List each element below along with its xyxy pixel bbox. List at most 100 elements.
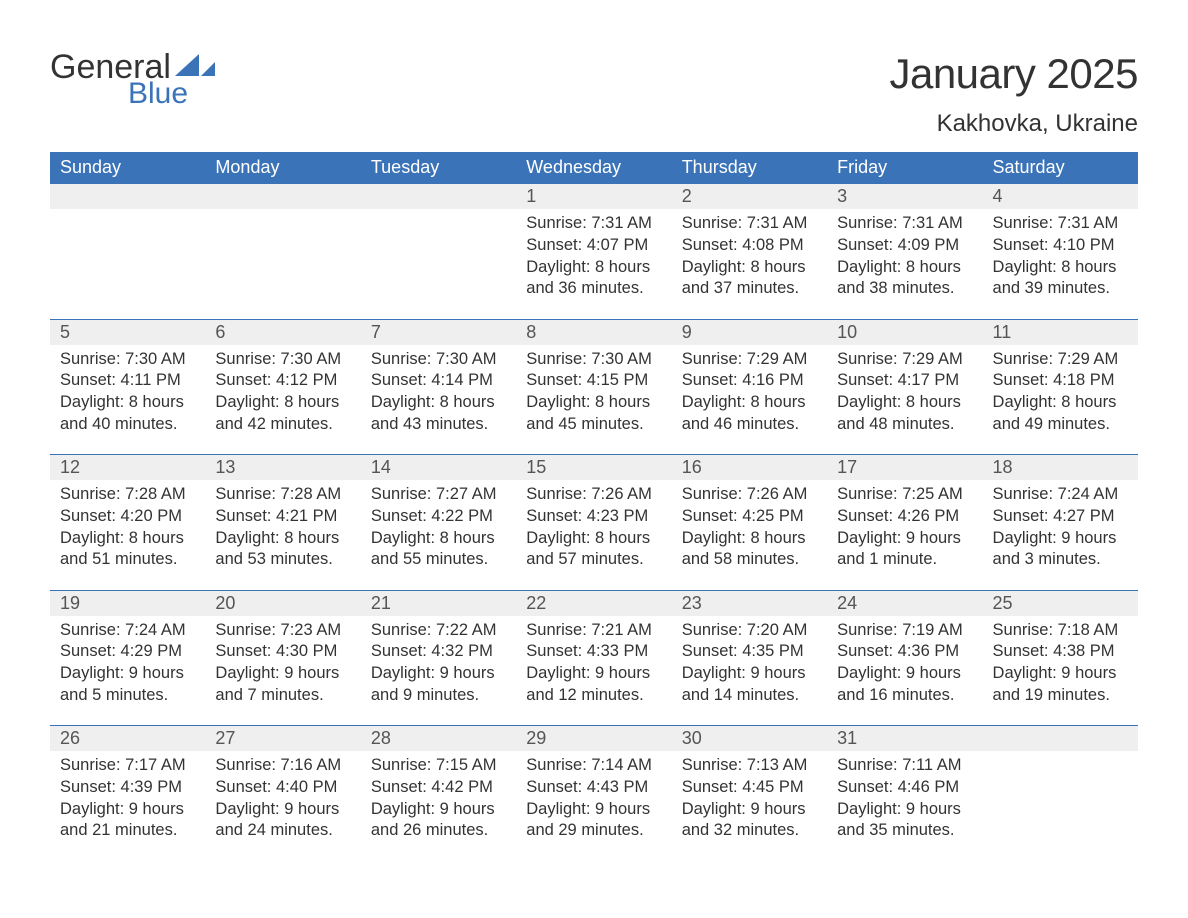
sunset-line: Sunset: 4:12 PM: [215, 370, 350, 392]
sunset-line: Sunset: 4:25 PM: [682, 506, 817, 528]
day-detail-cell: Sunrise: 7:17 AMSunset: 4:39 PMDaylight:…: [50, 751, 205, 847]
sunrise-line: Sunrise: 7:15 AM: [371, 755, 506, 777]
sunrise-line: Sunrise: 7:28 AM: [215, 484, 350, 506]
week-detail-row: Sunrise: 7:24 AMSunset: 4:29 PM Daylight:…: [50, 616, 1138, 726]
day-detail-cell: Sunrise: 7:22 AMSunset: 4:32 PMDaylight:…: [361, 616, 516, 726]
sunset-line: Sunset: 4:08 PM: [682, 235, 817, 257]
day-number-cell: 4: [983, 184, 1138, 210]
sunset-line: Sunset: 4:46 PM: [837, 777, 972, 799]
day-detail-cell: Sunrise: 7:29 AMSunset: 4:17 PMDaylight:…: [827, 345, 982, 455]
header: General Blue January 2025 Kakhovka, Ukra…: [50, 50, 1138, 138]
day-number-cell: 6: [205, 319, 360, 345]
daylight-line: Daylight: 9 hours and 7 minutes.: [215, 663, 350, 707]
daylight-line: Daylight: 9 hours and 35 minutes.: [837, 799, 972, 843]
sunset-line: Sunset: 4:07 PM: [526, 235, 661, 257]
day-number-cell: 10: [827, 319, 982, 345]
week-detail-row: Sunrise: 7:28 AMSunset: 4:20 PMDaylight:…: [50, 480, 1138, 590]
day-number-cell: 9: [672, 319, 827, 345]
sunrise-line: Sunrise: 7:24 AM: [993, 484, 1128, 506]
daylight-line: Daylight: 8 hours and 45 minutes.: [526, 392, 661, 436]
week-daynum-row: 1234: [50, 184, 1138, 210]
daylight-line: Daylight: 8 hours and 51 minutes.: [60, 528, 195, 572]
daylight-line: Daylight: 9 hours and 24 minutes.: [215, 799, 350, 843]
sunset-line: Sunset: 4:11 PM: [60, 370, 195, 392]
day-number-cell: [50, 184, 205, 210]
day-detail-cell: [50, 209, 205, 319]
sunrise-line: Sunrise: 7:30 AM: [215, 349, 350, 371]
day-detail-cell: Sunrise: 7:16 AMSunset: 4:40 PMDaylight:…: [205, 751, 360, 847]
location-label: Kakhovka, Ukraine: [889, 110, 1138, 138]
day-number-cell: [205, 184, 360, 210]
page-title: January 2025: [889, 50, 1138, 98]
week-detail-row: Sunrise: 7:17 AMSunset: 4:39 PMDaylight:…: [50, 751, 1138, 847]
day-number-cell: 21: [361, 590, 516, 616]
day-number-cell: 7: [361, 319, 516, 345]
daylight-line: Daylight: 8 hours and 40 minutes.: [60, 392, 195, 436]
day-number-cell: 5: [50, 319, 205, 345]
day-number-cell: 1: [516, 184, 671, 210]
daylight-line: Daylight: 8 hours and 43 minutes.: [371, 392, 506, 436]
sunset-line: Sunset: 4:16 PM: [682, 370, 817, 392]
weekday-header-row: Sunday Monday Tuesday Wednesday Thursday…: [50, 152, 1138, 184]
sunrise-line: Sunrise: 7:18 AM: [993, 620, 1128, 642]
day-detail-cell: [983, 751, 1138, 847]
day-number-cell: 22: [516, 590, 671, 616]
day-number-cell: 24: [827, 590, 982, 616]
daylight-line: Daylight: 9 hours and 32 minutes.: [682, 799, 817, 843]
day-number-cell: 19: [50, 590, 205, 616]
sunrise-line: Sunrise: 7:14 AM: [526, 755, 661, 777]
day-detail-cell: Sunrise: 7:26 AMSunset: 4:23 PMDaylight:…: [516, 480, 671, 590]
sunrise-line: Sunrise: 7:28 AM: [60, 484, 195, 506]
sunset-line: Sunset: 4:29 PM: [60, 641, 195, 663]
sunrise-line: Sunrise: 7:25 AM: [837, 484, 972, 506]
day-number-cell: [983, 726, 1138, 752]
sunrise-line: Sunrise: 7:24 AM: [60, 620, 195, 642]
daylight-line: Daylight: 9 hours and 3 minutes.: [993, 528, 1128, 572]
sunset-line: Sunset: 4:42 PM: [371, 777, 506, 799]
daylight-line: Daylight: 8 hours and 49 minutes.: [993, 392, 1128, 436]
day-detail-cell: Sunrise: 7:21 AMSunset: 4:33 PMDaylight:…: [516, 616, 671, 726]
sunrise-line: Sunrise: 7:26 AM: [682, 484, 817, 506]
day-number-cell: 8: [516, 319, 671, 345]
day-detail-cell: Sunrise: 7:30 AMSunset: 4:15 PMDaylight:…: [516, 345, 671, 455]
day-number-cell: 12: [50, 455, 205, 481]
sunset-line: Sunset: 4:21 PM: [215, 506, 350, 528]
sunset-line: Sunset: 4:26 PM: [837, 506, 972, 528]
sunset-line: Sunset: 4:10 PM: [993, 235, 1128, 257]
week-daynum-row: 567891011: [50, 319, 1138, 345]
day-detail-cell: Sunrise: 7:30 AMSunset: 4:12 PMDaylight:…: [205, 345, 360, 455]
sunset-line: Sunset: 4:40 PM: [215, 777, 350, 799]
sunset-line: Sunset: 4:43 PM: [526, 777, 661, 799]
daylight-line: Daylight: 8 hours and 39 minutes.: [993, 257, 1128, 301]
sunset-line: Sunset: 4:36 PM: [837, 641, 972, 663]
daylight-line: Daylight: 9 hours and 9 minutes.: [371, 663, 506, 707]
daylight-line: Daylight: 8 hours and 46 minutes.: [682, 392, 817, 436]
daylight-line: Daylight: 8 hours and 58 minutes.: [682, 528, 817, 572]
day-number-cell: 15: [516, 455, 671, 481]
day-detail-cell: Sunrise: 7:26 AMSunset: 4:25 PMDaylight:…: [672, 480, 827, 590]
sunset-line: Sunset: 4:45 PM: [682, 777, 817, 799]
sunset-line: Sunset: 4:33 PM: [526, 641, 661, 663]
sunrise-line: Sunrise: 7:22 AM: [371, 620, 506, 642]
sunrise-line: Sunrise: 7:29 AM: [993, 349, 1128, 371]
day-detail-cell: Sunrise: 7:31 AMSunset: 4:08 PMDaylight:…: [672, 209, 827, 319]
day-number-cell: 27: [205, 726, 360, 752]
sunrise-line: Sunrise: 7:30 AM: [60, 349, 195, 371]
logo: General Blue: [50, 50, 215, 111]
day-detail-cell: Sunrise: 7:27 AMSunset: 4:22 PMDaylight:…: [361, 480, 516, 590]
sunrise-line: Sunrise: 7:13 AM: [682, 755, 817, 777]
week-detail-row: Sunrise: 7:30 AMSunset: 4:11 PMDaylight:…: [50, 345, 1138, 455]
day-detail-cell: Sunrise: 7:29 AMSunset: 4:18 PMDaylight:…: [983, 345, 1138, 455]
sunset-line: Sunset: 4:17 PM: [837, 370, 972, 392]
week-daynum-row: 262728293031: [50, 726, 1138, 752]
day-number-cell: 29: [516, 726, 671, 752]
day-number-cell: 18: [983, 455, 1138, 481]
day-number-cell: 11: [983, 319, 1138, 345]
sunrise-line: Sunrise: 7:23 AM: [215, 620, 350, 642]
sunrise-line: Sunrise: 7:31 AM: [837, 213, 972, 235]
weekday-header: Thursday: [672, 152, 827, 184]
day-detail-cell: Sunrise: 7:13 AMSunset: 4:45 PMDaylight:…: [672, 751, 827, 847]
sunrise-line: Sunrise: 7:30 AM: [526, 349, 661, 371]
sunset-line: Sunset: 4:27 PM: [993, 506, 1128, 528]
sunrise-line: Sunrise: 7:26 AM: [526, 484, 661, 506]
